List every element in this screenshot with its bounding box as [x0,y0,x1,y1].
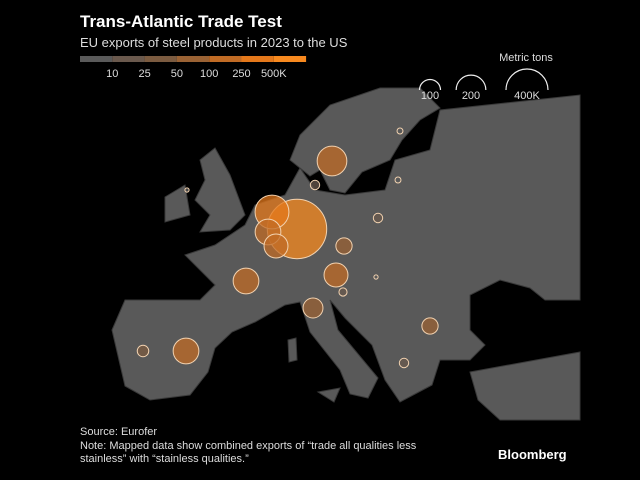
bubble [398,357,410,369]
color-tick-label: 100 [200,68,218,80]
size-tick-label: 100 [421,90,439,102]
turkey [469,351,581,421]
bubble [338,287,348,297]
bubble [394,176,402,184]
size-arc [505,68,549,91]
brand: Bloomberg [498,447,567,462]
britain [194,147,246,233]
size-tick-label: 200 [462,90,480,102]
sicily [316,387,341,403]
title: Trans-Atlantic Trade Test [80,12,282,31]
legend: 10 25 50 100 250 500K Metric tons 100 200 400K [80,52,553,102]
color-swatch [209,56,242,62]
bubble [136,344,150,358]
color-tick-label: 25 [138,68,150,80]
color-swatch [112,56,145,62]
bubble [421,317,439,335]
bubble [372,212,384,224]
color-tick-label: 250 [232,68,250,80]
color-tick-label: 50 [171,68,183,80]
bubble [302,297,324,319]
color-tick-label: 500K [261,68,287,80]
size-arc [418,78,442,91]
bubbles [136,127,439,369]
bubble [323,262,349,288]
size-legend-title: Metric tons [499,52,553,64]
bubble [335,237,353,255]
note: Note: Mapped data show combined exports … [80,440,417,465]
bubble [373,274,379,280]
bubble [184,187,190,193]
color-swatch [176,56,210,62]
bubble [309,179,321,191]
bubble [263,233,289,259]
color-tick-label: 10 [106,68,118,80]
size-arc [455,74,487,91]
color-swatch [80,56,113,62]
bubble [172,337,200,365]
source: Source: Eurofer [80,426,158,438]
bubble [232,267,260,295]
size-tick-label: 400K [514,90,540,102]
ireland [164,184,191,223]
color-swatch [241,56,274,62]
bubble [316,145,348,177]
color-swatch [144,56,177,62]
sardinia [287,337,298,363]
bubble [396,127,404,135]
color-swatch [273,56,307,62]
subtitle: EU exports of steel products in 2023 to … [80,35,348,50]
